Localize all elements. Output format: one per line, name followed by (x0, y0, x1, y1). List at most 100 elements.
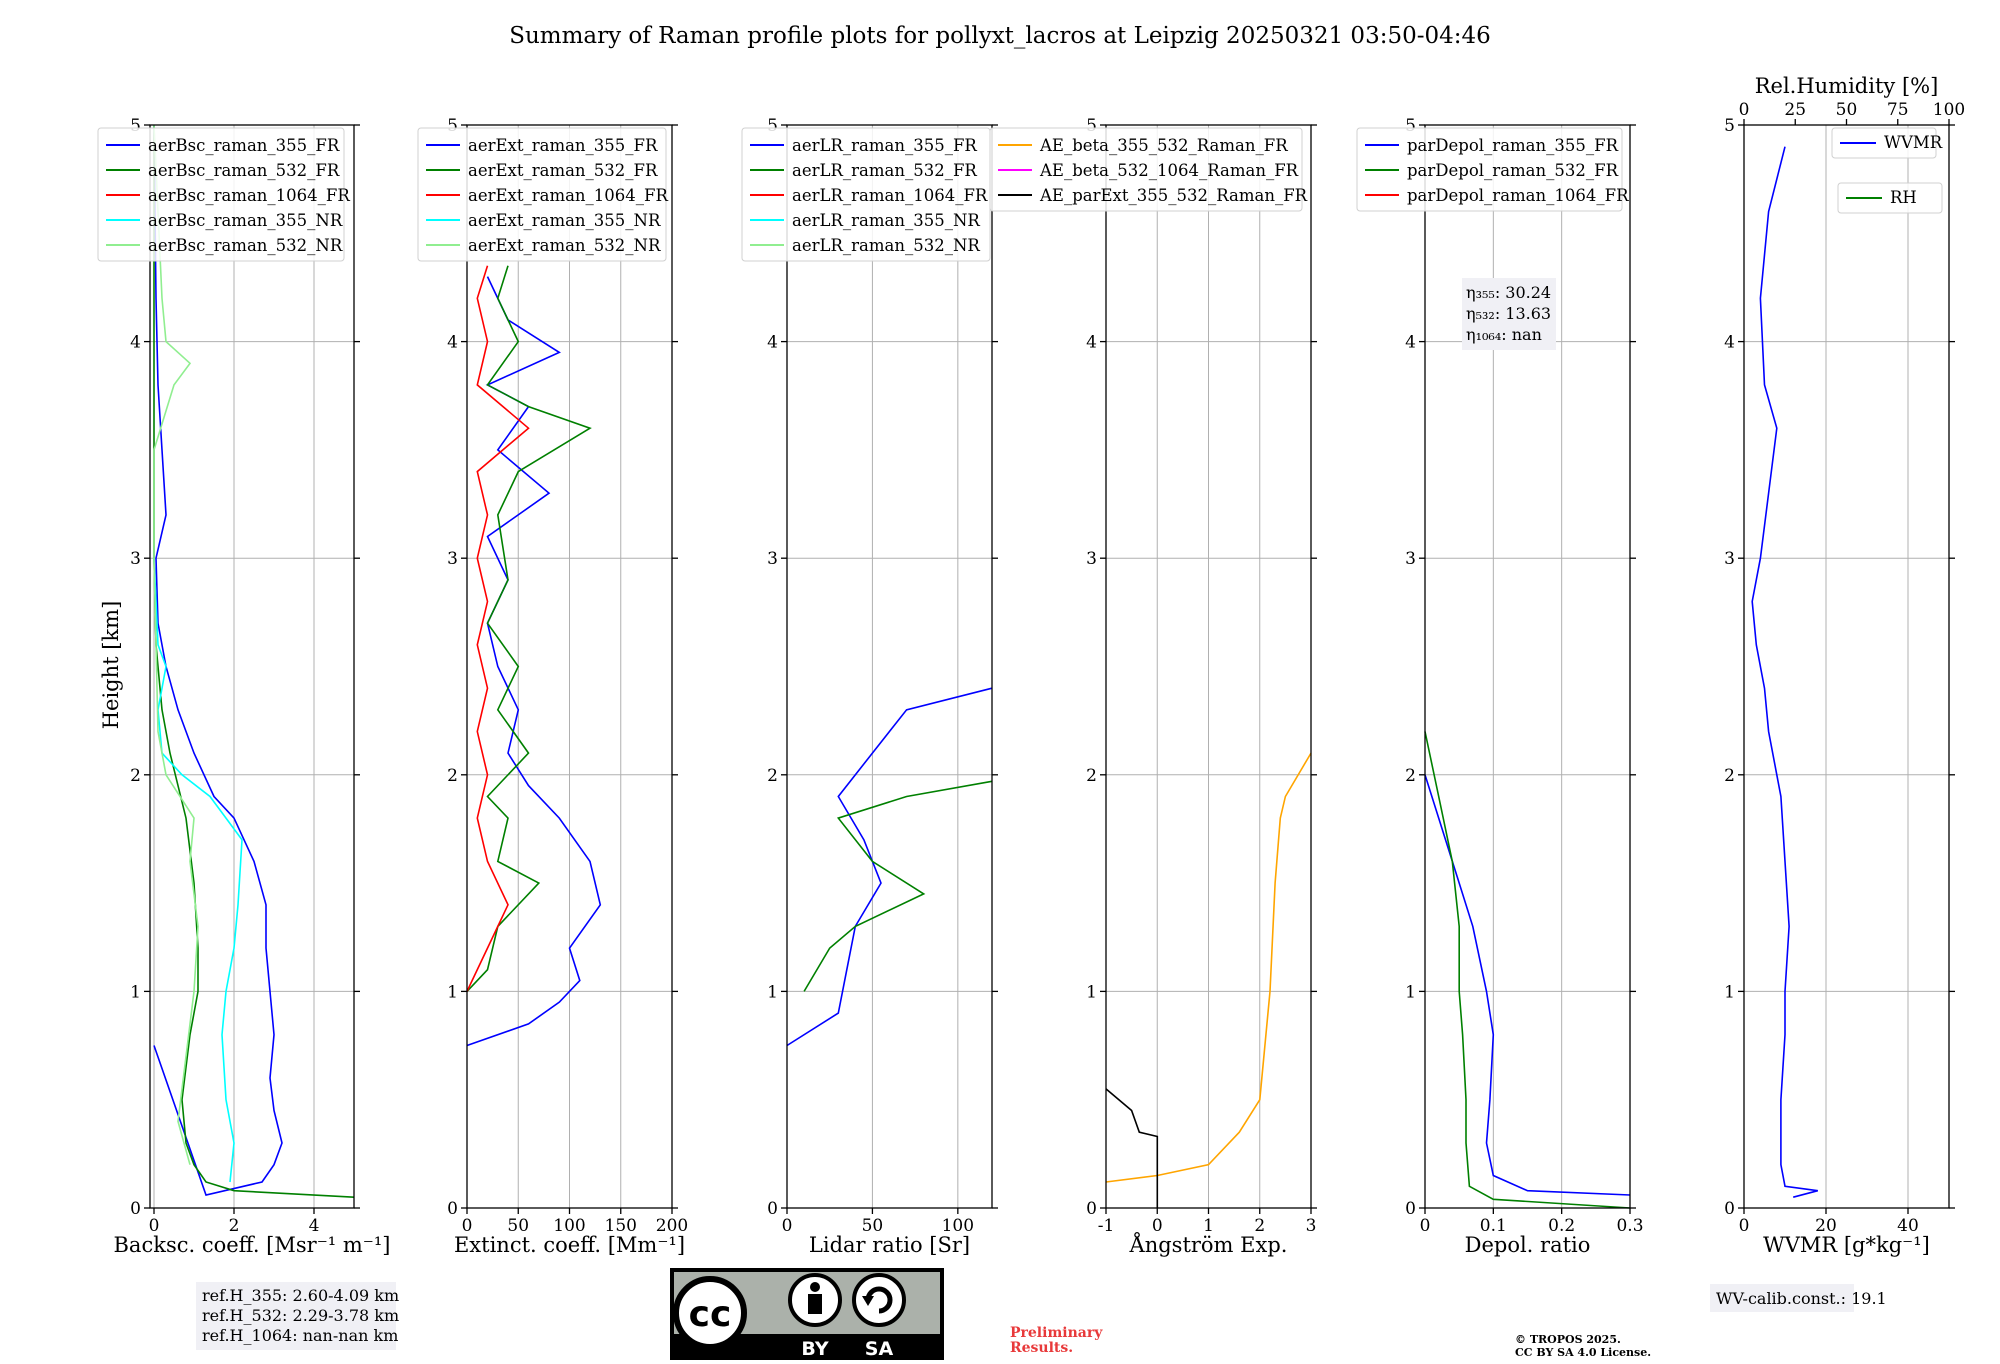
panels: 0 2 4 0 1 2 3 4 5 Backsc. coeff. [Msr⁻¹ m⁻¹] aerBs… (97, 74, 1965, 1257)
x-tick-label-ext-3: 150 (605, 1216, 637, 1236)
legend-label-lr-0: aerLR_raman_355_FR (792, 136, 977, 155)
x-tick-label-wv-1: 20 (1815, 1216, 1837, 1236)
x-tick-label-lr-2: 100 (942, 1216, 974, 1236)
x-tick-label-bsc-0: 0 (149, 1216, 160, 1236)
y-tick-label-lr-0: 0 (767, 1199, 778, 1219)
eta-annotation-0: η₃₅₅: 30.24 (1466, 283, 1551, 302)
legend-label-ext-1: aerExt_raman_532_FR (468, 161, 658, 180)
legend-label-ext-0: aerExt_raman_355_FR (468, 136, 658, 155)
x-tick-label-depol-1: 0.1 (1480, 1216, 1507, 1236)
legend-box-ext (417, 127, 667, 262)
ref-height-532: ref.H_532: 2.29-3.78 km (202, 1306, 399, 1325)
legend-label-depol-0: parDepol_raman_355_FR (1407, 136, 1619, 155)
y-tick-label-depol-4: 4 (1405, 333, 1416, 353)
legend-label-wv-0: WVMR (1884, 133, 1943, 152)
panel-depol: 0 0.1 0.2 0.3 0 1 2 3 4 5 Depol. ratio parDepol_ram… (1356, 116, 1644, 1257)
x-tick-label-ae-2: 1 (1203, 1216, 1214, 1236)
axes-frame-bsc (149, 124, 355, 1209)
y-tick-label-depol-1: 1 (1405, 982, 1416, 1002)
axes-frame-lr (786, 124, 993, 1209)
panel-bsc: 0 2 4 0 1 2 3 4 5 Backsc. coeff. [Msr⁻¹ m⁻¹] aerBs… (97, 116, 391, 1257)
x-axis-label-lr: Lidar ratio [Sr] (809, 1233, 970, 1257)
y-tick-label-wv-5: 5 (1724, 116, 1735, 136)
copyright-line-2: CC BY SA 4.0 License. (1515, 1346, 1651, 1359)
series-line-ae-0 (1105, 752, 1312, 1183)
series-line-bsc-4 (153, 124, 199, 1165)
x-tick-label-ext-4: 200 (656, 1216, 688, 1236)
legend-label-ae-2: AE_parExt_355_532_Raman_FR (1039, 186, 1308, 205)
cc-license-badge: cc BY SA (670, 1268, 944, 1362)
y-tick-label-wv-2: 2 (1724, 766, 1735, 786)
y-tick-label-lr-2: 2 (767, 766, 778, 786)
series-line-bsc-1 (153, 125, 355, 1198)
eta-annotation-1: η₅₃₂: 13.63 (1466, 304, 1551, 323)
y-tick-label-lr-5: 5 (767, 116, 778, 136)
wv-calib-text: WV-calib.const.: 19.1 (1716, 1289, 1887, 1308)
legend-label-bsc-0: aerBsc_raman_355_FR (148, 136, 340, 155)
preliminary-label-2: Results. (1010, 1340, 1073, 1356)
series-line-ext-1 (466, 265, 592, 992)
top-tick-label-2: 50 (1836, 100, 1858, 120)
series-line-lr-1 (803, 780, 993, 992)
y-tick-label-ae-2: 2 (1086, 766, 1097, 786)
y-tick-label-lr-3: 3 (767, 549, 778, 569)
wv-calib-box: WV-calib.const.: 19.1 (1710, 1284, 1887, 1312)
legend-box-ae (989, 127, 1303, 212)
figure-title: Summary of Raman profile plots for polly… (509, 23, 1491, 49)
legend-label-bsc-3: aerBsc_raman_355_NR (148, 211, 343, 230)
y-tick-label-wv-0: 0 (1724, 1199, 1735, 1219)
top-tick-label-3: 75 (1887, 100, 1909, 120)
legend-box-depol (1356, 127, 1623, 212)
series-line-ext-0 (466, 276, 602, 1047)
legend-label-depol-1: parDepol_raman_532_FR (1407, 161, 1619, 180)
by-text: BY (801, 1338, 828, 1360)
share-alike-icon (852, 1273, 906, 1327)
y-tick-label-lr-1: 1 (767, 982, 778, 1002)
top-tick-label-1: 25 (1784, 100, 1806, 120)
legend-label-lr-1: aerLR_raman_532_FR (792, 161, 977, 180)
y-tick-label-wv-4: 4 (1724, 333, 1735, 353)
copyright-line-1: © TROPOS 2025. (1515, 1333, 1621, 1346)
legend-label-ae-0: AE_beta_355_532_Raman_FR (1039, 136, 1288, 155)
x-tick-label-bsc-1: 2 (229, 1216, 240, 1236)
series-line-bsc-0 (153, 124, 283, 1196)
y-tick-label-depol-3: 3 (1405, 549, 1416, 569)
series-line-depol-0 (1424, 774, 1631, 1196)
legend-label-wv-1: RH (1890, 188, 1917, 207)
x-tick-label-ae-1: 0 (1152, 1216, 1163, 1236)
x-axis-label-depol: Depol. ratio (1465, 1233, 1591, 1257)
axes-frame-wv (1743, 124, 1950, 1209)
legend-box-wv-0 (1831, 127, 1937, 159)
y-tick-label-ae-4: 4 (1086, 333, 1097, 353)
legend-label-lr-3: aerLR_raman_355_NR (792, 211, 980, 230)
legend-label-ae-1: AE_beta_532_1064_Raman_FR (1039, 161, 1299, 180)
y-tick-label-bsc-5: 5 (130, 116, 141, 136)
y-tick-label-depol-2: 2 (1405, 766, 1416, 786)
axes-frame-depol (1424, 124, 1631, 1209)
eta-annotation-box (1462, 278, 1556, 350)
y-tick-label-bsc-2: 2 (130, 766, 141, 786)
y-tick-label-ae-5: 5 (1086, 116, 1097, 136)
y-axis-label: Height [km] (99, 601, 123, 730)
legend-box-wv-1 (1837, 182, 1943, 214)
series-line-ext-2 (466, 265, 530, 992)
x-tick-label-ext-0: 0 (462, 1216, 473, 1236)
y-tick-label-ae-0: 0 (1086, 1199, 1097, 1219)
legend-label-depol-2: parDepol_raman_1064_FR (1407, 186, 1629, 205)
x-tick-label-depol-0: 0 (1420, 1216, 1431, 1236)
y-tick-label-ae-3: 3 (1086, 549, 1097, 569)
x-tick-label-ext-2: 100 (553, 1216, 585, 1236)
series-line-ae-2 (1105, 1088, 1159, 1208)
x-axis-label-wv: WVMR [g*kg⁻¹] (1763, 1233, 1930, 1257)
y-tick-label-ext-5: 5 (447, 116, 458, 136)
preliminary-label: Preliminary (1010, 1325, 1103, 1341)
x-tick-label-ae-3: 2 (1254, 1216, 1265, 1236)
y-tick-label-lr-4: 4 (767, 333, 778, 353)
legend-box-bsc (97, 127, 345, 262)
x-tick-label-bsc-2: 4 (309, 1216, 320, 1236)
x-axis-label-bsc: Backsc. coeff. [Msr⁻¹ m⁻¹] (114, 1233, 391, 1257)
legend-label-lr-2: aerLR_raman_1064_FR (792, 186, 988, 205)
